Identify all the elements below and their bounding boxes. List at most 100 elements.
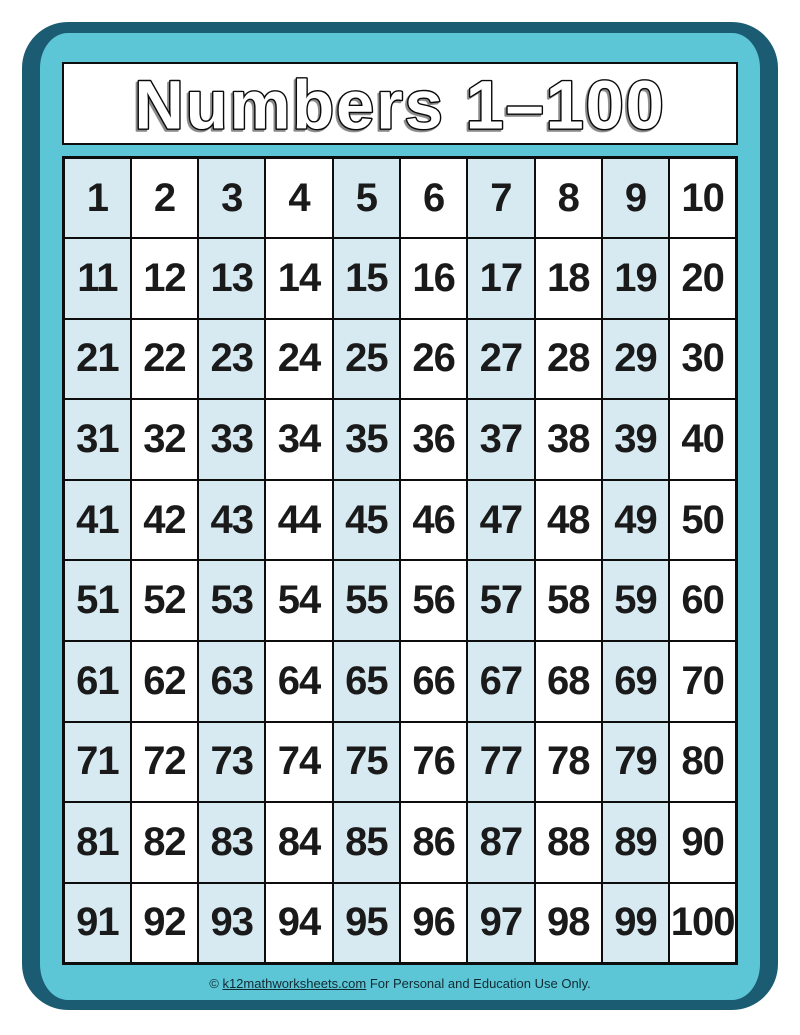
grid-cell: 29: [600, 317, 671, 401]
grid-row: 21 22 23 24 25 26 27 28 29 30: [62, 317, 738, 401]
grid-cell: 15: [331, 237, 401, 320]
grid-cell: 64: [264, 640, 334, 723]
grid-cell: 71: [62, 720, 132, 804]
grid-cell: 83: [197, 801, 267, 884]
grid-row: 41 42 43 44 45 46 47 48 49 50: [62, 478, 738, 562]
worksheet-poster: Numbers 1–100 1 2 3 4 5 6 7 8 9 10 11 12 13 14 15 16 17 1…: [22, 22, 778, 1010]
number-grid-wrap: 1 2 3 4 5 6 7 8 9 10 11 12 13 14 15 16 17 18 19 20 21 22 23 24 2…: [62, 156, 738, 965]
hundreds-chart-table: 1 2 3 4 5 6 7 8 9 10 11 12 13 14 15 16 17 18 19 20 21 22 23 24 2…: [62, 156, 738, 965]
grid-cell: 4: [264, 156, 334, 240]
title-art: Numbers 1–100: [133, 65, 665, 143]
page-title: Numbers 1–100: [134, 67, 665, 143]
grid-cell: 49: [600, 478, 671, 562]
grid-cell: 94: [264, 881, 334, 965]
grid-cell: 62: [129, 640, 200, 723]
grid-cell: 87: [466, 801, 536, 884]
grid-cell: 69: [600, 640, 671, 723]
grid-cell: 19: [600, 237, 671, 320]
grid-cell: 72: [129, 720, 200, 804]
grid-cell: 76: [398, 720, 469, 804]
grid-cell: 43: [197, 478, 267, 562]
grid-cell: 13: [197, 237, 267, 320]
grid-cell: 10: [668, 156, 738, 240]
grid-cell: 79: [600, 720, 671, 804]
grid-cell: 9: [600, 156, 671, 240]
grid-cell: 80: [668, 720, 738, 804]
grid-cell: 52: [129, 559, 200, 643]
grid-cell: 24: [264, 317, 334, 401]
grid-cell: 73: [197, 720, 267, 804]
grid-cell: 57: [466, 559, 536, 643]
grid-cell: 32: [129, 398, 200, 481]
grid-cell: 25: [331, 317, 401, 401]
grid-cell: 28: [533, 317, 603, 401]
number-grid-body: 1 2 3 4 5 6 7 8 9 10 11 12 13 14 15 16 17 18 19 20 21 22 23 24 2…: [62, 156, 738, 965]
grid-cell: 81: [62, 801, 132, 884]
grid-cell: 40: [668, 398, 738, 481]
grid-cell: 54: [264, 559, 334, 643]
grid-cell: 23: [197, 317, 267, 401]
grid-row: 61 62 63 64 65 66 67 68 69 70: [62, 640, 738, 723]
grid-cell: 6: [398, 156, 469, 240]
grid-cell: 77: [466, 720, 536, 804]
grid-cell: 45: [331, 478, 401, 562]
grid-cell: 61: [62, 640, 132, 723]
grid-cell: 92: [129, 881, 200, 965]
grid-cell: 1: [62, 156, 132, 240]
grid-cell: 34: [264, 398, 334, 481]
grid-cell: 48: [533, 478, 603, 562]
grid-cell: 37: [466, 398, 536, 481]
grid-cell: 2: [129, 156, 200, 240]
grid-cell: 36: [398, 398, 469, 481]
grid-cell: 16: [398, 237, 469, 320]
grid-cell: 56: [398, 559, 469, 643]
title-band: Numbers 1–100: [62, 62, 738, 145]
grid-row: 91 92 93 94 95 96 97 98 99 100: [62, 881, 738, 965]
grid-cell: 11: [62, 237, 132, 320]
grid-cell: 86: [398, 801, 469, 884]
copyright-symbol: ©: [209, 976, 223, 991]
grid-cell: 14: [264, 237, 334, 320]
grid-cell: 89: [600, 801, 671, 884]
grid-cell: 30: [668, 317, 738, 401]
grid-cell: 75: [331, 720, 401, 804]
grid-cell: 67: [466, 640, 536, 723]
grid-cell: 50: [668, 478, 738, 562]
grid-cell: 39: [600, 398, 671, 481]
grid-cell: 82: [129, 801, 200, 884]
grid-cell: 17: [466, 237, 536, 320]
footer: © k12mathworksheets.com For Personal and…: [40, 976, 760, 991]
grid-cell: 41: [62, 478, 132, 562]
grid-cell: 22: [129, 317, 200, 401]
footer-usage-text: For Personal and Education Use Only.: [366, 976, 591, 991]
grid-cell: 97: [466, 881, 536, 965]
grid-cell: 70: [668, 640, 738, 723]
grid-cell: 63: [197, 640, 267, 723]
grid-cell: 96: [398, 881, 469, 965]
grid-cell: 35: [331, 398, 401, 481]
grid-cell: 98: [533, 881, 603, 965]
grid-cell: 20: [668, 237, 738, 320]
grid-cell: 47: [466, 478, 536, 562]
grid-cell: 26: [398, 317, 469, 401]
grid-cell: 21: [62, 317, 132, 401]
grid-cell: 44: [264, 478, 334, 562]
grid-cell: 38: [533, 398, 603, 481]
grid-cell: 5: [331, 156, 401, 240]
grid-cell: 18: [533, 237, 603, 320]
grid-cell: 46: [398, 478, 469, 562]
grid-cell: 66: [398, 640, 469, 723]
grid-row: 81 82 83 84 85 86 87 88 89 90: [62, 801, 738, 884]
grid-cell: 78: [533, 720, 603, 804]
grid-cell: 55: [331, 559, 401, 643]
grid-row: 31 32 33 34 35 36 37 38 39 40: [62, 398, 738, 481]
footer-link[interactable]: k12mathworksheets.com: [222, 976, 367, 991]
grid-cell: 42: [129, 478, 200, 562]
grid-cell: 3: [197, 156, 267, 240]
grid-cell: 74: [264, 720, 334, 804]
grid-cell: 12: [129, 237, 200, 320]
grid-cell: 100: [668, 881, 738, 965]
grid-cell: 90: [668, 801, 738, 884]
grid-cell: 95: [331, 881, 401, 965]
grid-cell: 7: [466, 156, 536, 240]
